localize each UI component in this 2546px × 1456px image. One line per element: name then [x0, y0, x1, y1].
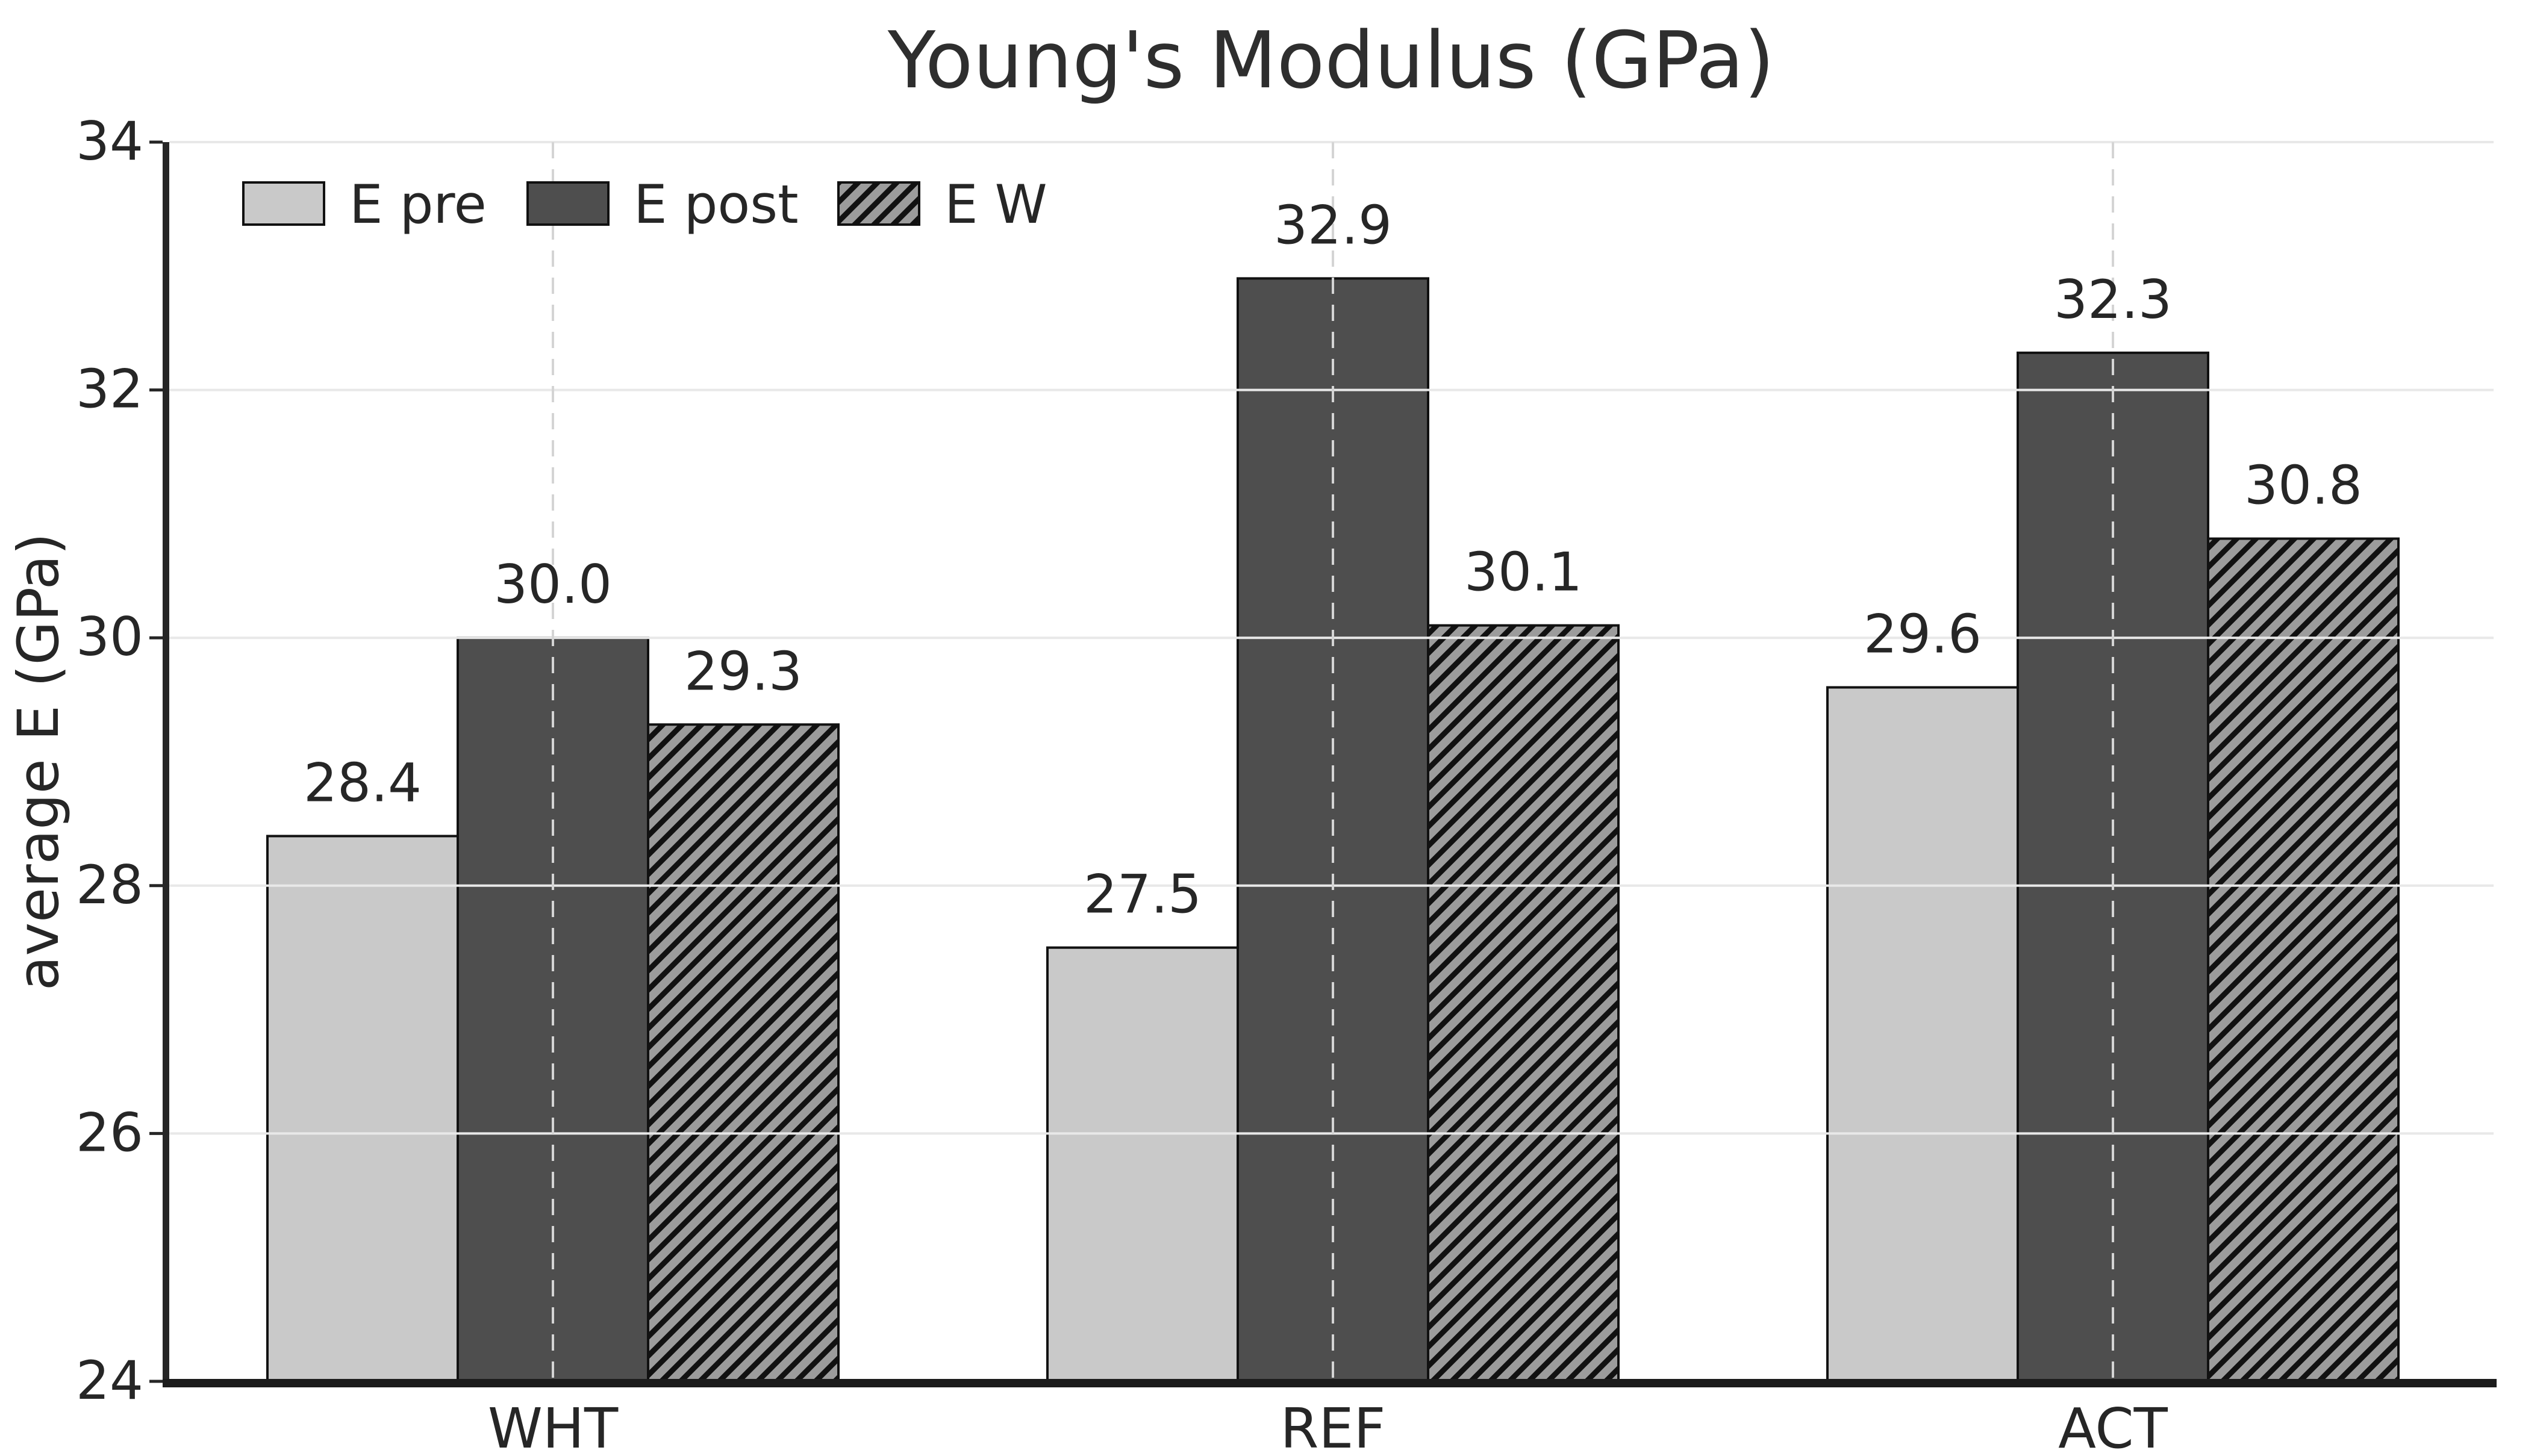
bar-value-label: 30.1 — [1464, 541, 1582, 603]
bar-value-label: 32.9 — [1274, 194, 1392, 256]
y-tick-label: 30 — [76, 606, 143, 668]
legend-swatch-e-pre — [243, 182, 324, 225]
bar-value-label: 30.0 — [494, 553, 612, 615]
y-tick-label: 32 — [76, 358, 143, 420]
y-tick-label: 26 — [76, 1101, 143, 1163]
bar-value-label: 29.6 — [1864, 603, 1982, 665]
legend-swatch-hatch — [838, 182, 919, 225]
x-tick-label-ref: REF — [1281, 1396, 1386, 1456]
bar-e-pre-ref — [1047, 947, 1238, 1383]
legend-swatch-e-post — [528, 182, 608, 225]
y-tick-label: 24 — [76, 1349, 143, 1411]
bar-hatch-overlay — [2208, 538, 2398, 1383]
bar-e-pre-wht — [267, 836, 458, 1383]
x-tick-label-act: ACT — [2058, 1396, 2168, 1456]
legend-swatch-outline — [837, 181, 920, 226]
x-axis-spine — [163, 1379, 2497, 1387]
bar-value-label: 27.5 — [1084, 863, 1202, 926]
legend-label-e-post: E post — [634, 173, 799, 235]
y-axis-spine — [163, 142, 169, 1387]
bar-value-label: 32.3 — [2054, 269, 2172, 331]
plot-area: 24 26 28 30 32 34 WHT REF ACT 28.4 30.0 29.3 27.5 32.… — [76, 110, 2497, 1456]
y-tick-label: 34 — [76, 110, 143, 172]
legend-swatch-outline — [242, 181, 325, 226]
legend-swatch-outline — [526, 181, 610, 226]
bar-hatch-overlay — [1428, 625, 1618, 1383]
y-tick-label: 28 — [76, 854, 143, 916]
bar-hatch-overlay — [648, 724, 838, 1383]
bar-value-label: 28.4 — [304, 751, 422, 814]
legend-label-e-w: E W — [944, 173, 1047, 235]
bar-value-label: 30.8 — [2244, 455, 2362, 517]
x-tick-label-wht: WHT — [488, 1396, 619, 1456]
chart-title: Young's Modulus (GPa) — [887, 14, 1774, 106]
bar-e-pre-act — [1827, 687, 2018, 1383]
y-axis-label: average E (GPa) — [6, 533, 72, 991]
bar-value-label: 29.3 — [684, 640, 802, 702]
legend-label-e-pre: E pre — [349, 173, 487, 235]
